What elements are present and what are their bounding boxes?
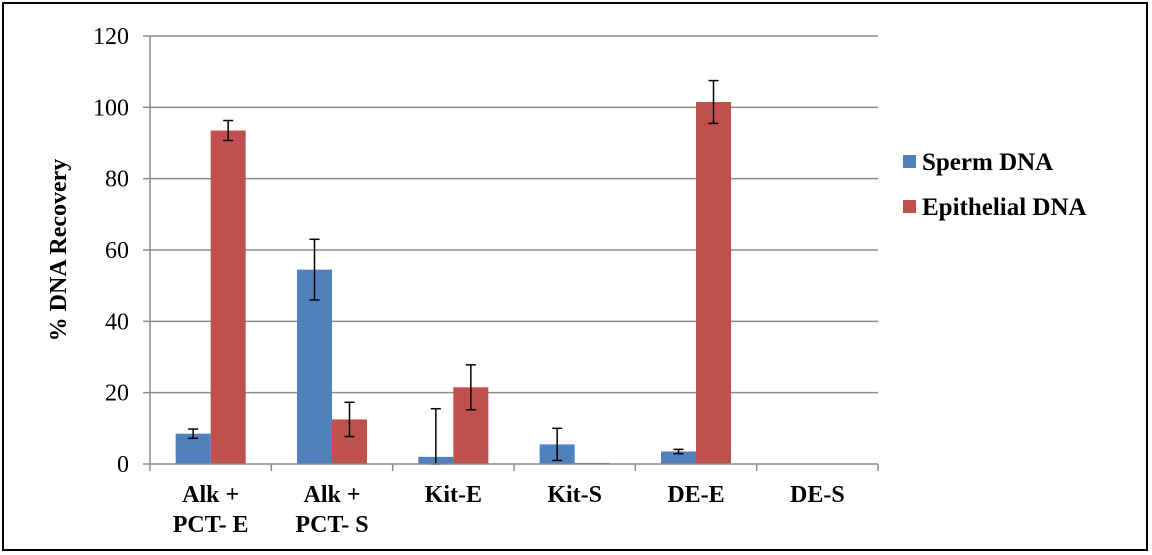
y-tick-label: 40 — [105, 309, 129, 335]
y-axis-title: % DNA Recovery — [46, 159, 72, 342]
bar-sperm-dna — [297, 269, 332, 464]
x-tick-label-line: Kit-E — [425, 482, 482, 508]
x-tick-label-line: PCT- E — [173, 512, 249, 538]
error-bars-group — [188, 79, 719, 465]
x-tick-label: Kit-E — [425, 482, 482, 508]
y-tick-label: 80 — [105, 167, 129, 193]
legend-label: Epithelial DNA — [922, 194, 1087, 221]
x-tick-labels: Alk + PCT- E Alk + PCT- S Kit-E Kit-S DE-E DE-S — [173, 482, 845, 538]
y-tick-label: 120 — [93, 24, 129, 50]
legend-swatch — [903, 200, 916, 213]
y-tick-labels: 0 20 40 60 80 100 120 — [93, 24, 129, 478]
x-tick-label-line: Alk + — [303, 482, 360, 508]
bar-sperm-dna — [661, 451, 696, 464]
legend: Sperm DNA Epithelial DNA — [903, 149, 1087, 221]
x-tick-label: DE-S — [790, 482, 845, 508]
x-tick-label: Alk + PCT- E — [173, 482, 249, 538]
x-tick-label-line: PCT- S — [295, 512, 368, 538]
x-tick-label: Kit-S — [547, 482, 602, 508]
x-tick-label-line: DE-S — [790, 482, 845, 508]
bar-epithelial-dna — [696, 101, 731, 464]
x-tick-label: Alk + PCT- S — [295, 482, 368, 538]
x-tick-label-line: Kit-S — [547, 482, 602, 508]
y-tick-label: 60 — [105, 238, 129, 264]
axes-group — [143, 35, 879, 471]
bars-group — [175, 101, 731, 464]
x-tick-label-line: Alk + — [182, 482, 239, 508]
gridlines — [150, 35, 878, 394]
y-tick-label: 20 — [105, 381, 129, 407]
x-tick-label: DE-E — [667, 482, 724, 508]
legend-swatch — [903, 155, 916, 168]
y-tick-label: 100 — [93, 95, 129, 121]
legend-label: Sperm DNA — [922, 149, 1053, 176]
y-tick-label: 0 — [117, 452, 129, 478]
bar-epithelial-dna — [210, 130, 246, 464]
x-tick-label-line: DE-E — [667, 482, 724, 508]
